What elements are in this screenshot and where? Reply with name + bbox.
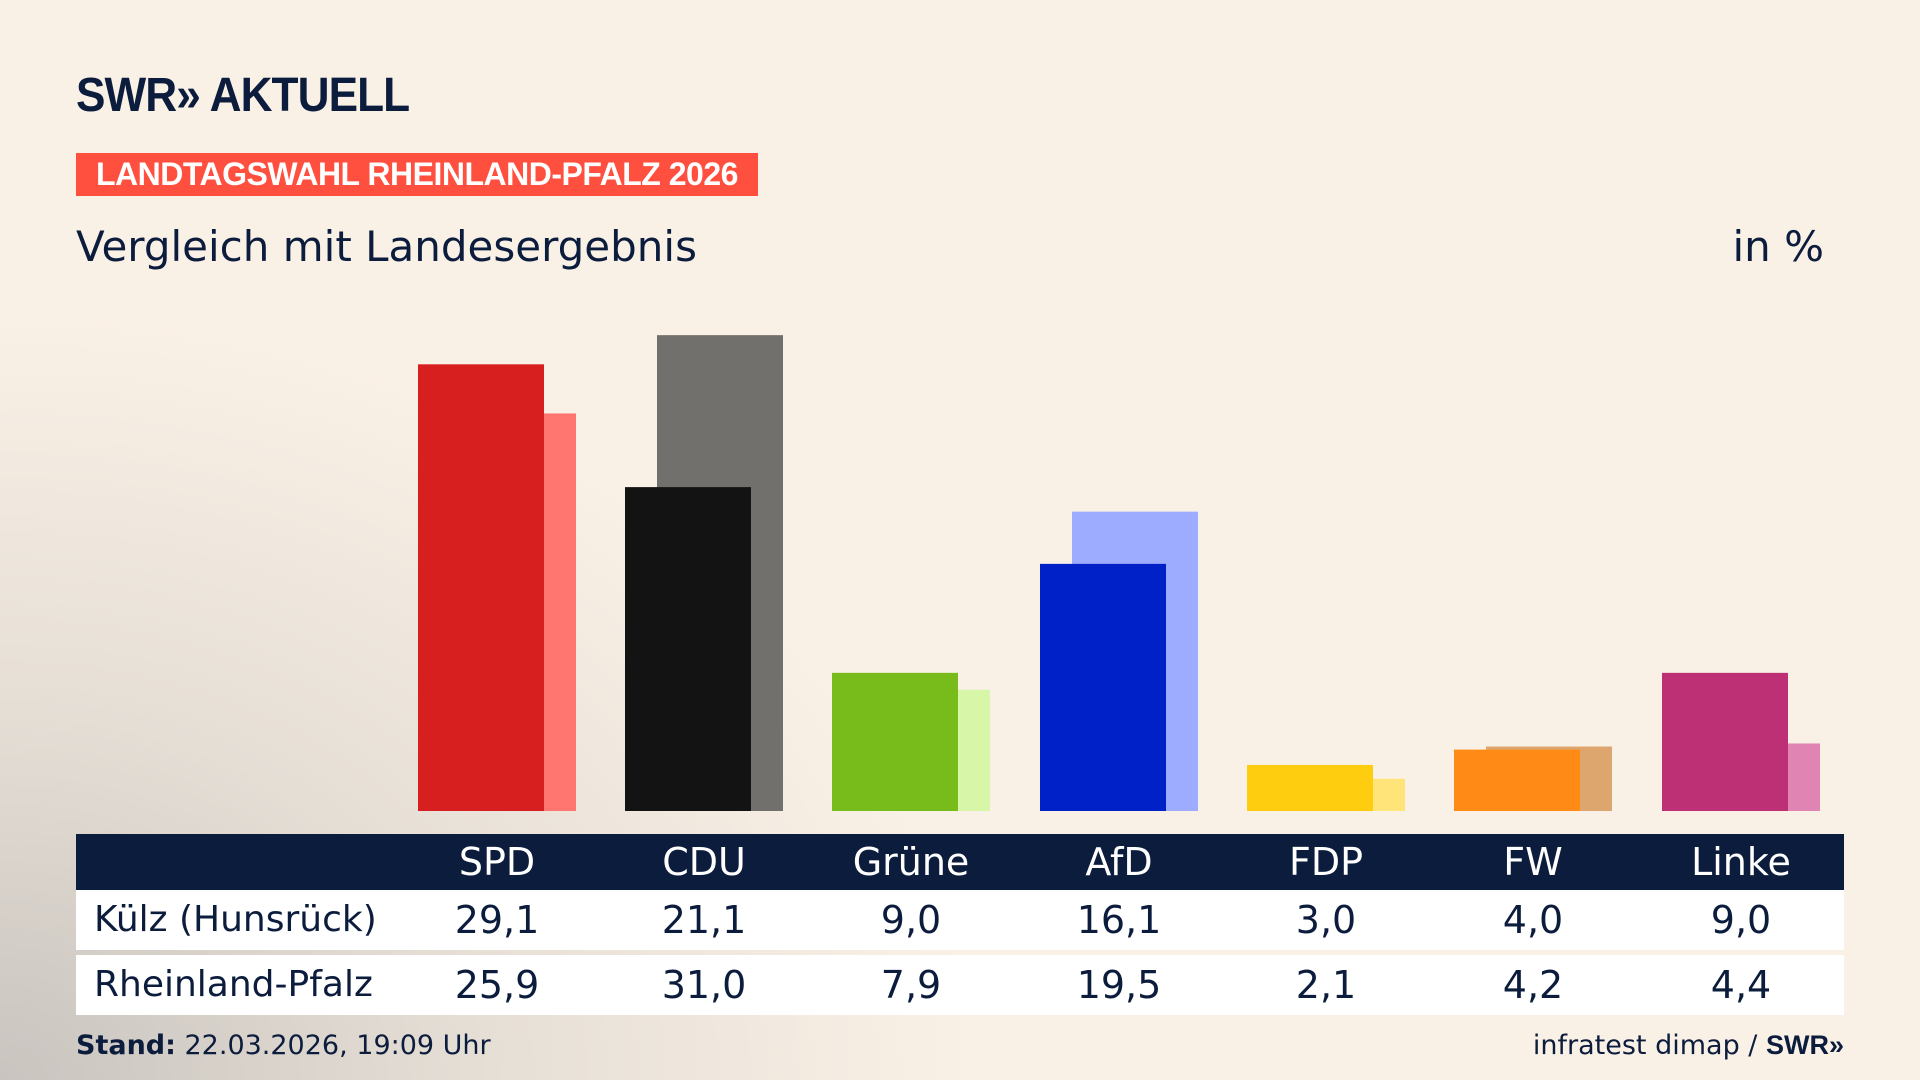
row-label: Külz (Hunsrück) <box>94 899 377 940</box>
column-header: FDP <box>1288 840 1364 884</box>
unit-label: in % <box>1732 222 1824 271</box>
swr-aktuell-logo: SWR» AKTUELL <box>76 69 410 122</box>
table-cell: 4,2 <box>1502 963 1564 1007</box>
column-header: Linke <box>1691 840 1791 884</box>
column-header: SPD <box>458 840 536 884</box>
bar-local-fw <box>1454 749 1580 811</box>
table-cell: 21,1 <box>661 898 747 942</box>
table-cell: 9,0 <box>880 898 942 942</box>
table-row: Külz (Hunsrück) 29,1 21,1 9,0 16,1 3,0 4,0 9,0 <box>76 890 1844 950</box>
election-banner: LANDTAGSWAHL RHEINLAND-PFALZ 2026 <box>76 153 758 196</box>
column-header: CDU <box>662 840 746 884</box>
timestamp: Stand: 22.03.2026, 19:09 Uhr <box>76 1030 491 1061</box>
table-cell: 19,5 <box>1076 963 1162 1007</box>
bar-local-fdp <box>1247 764 1373 811</box>
stand-label: Stand: <box>76 1030 176 1061</box>
table-cell: 9,0 <box>1710 898 1772 942</box>
table-cell: 31,0 <box>661 963 747 1007</box>
chart-subtitle: Vergleich mit Landesergebnis <box>76 222 697 271</box>
column-header: FW <box>1503 840 1563 884</box>
table-cell: 4,4 <box>1710 963 1772 1007</box>
table-cell: 2,1 <box>1295 963 1357 1007</box>
table-cell: 3,0 <box>1295 898 1357 942</box>
table-header: SPD CDU Grüne AfD FDP FW Linke <box>76 834 1844 890</box>
bar-local-cdu <box>625 487 751 811</box>
row-label: Rheinland-Pfalz <box>94 964 373 1005</box>
table-cell: 7,9 <box>880 963 942 1007</box>
table-cell: 29,1 <box>454 898 540 942</box>
source-text: infratest dimap / <box>1532 1030 1766 1061</box>
table-cell: 16,1 <box>1076 898 1162 942</box>
table-cell: 25,9 <box>454 963 540 1007</box>
bar-local-afd <box>1040 563 1166 811</box>
column-header: Grüne <box>852 840 970 884</box>
bar-local-spd <box>418 364 544 811</box>
bar-local-grüne <box>832 672 958 811</box>
table-cell: 4,0 <box>1502 898 1564 942</box>
table-row: Rheinland-Pfalz 25,9 31,0 7,9 19,5 2,1 4,2 4,4 <box>76 955 1844 1015</box>
bar-local-linke <box>1662 672 1788 811</box>
column-header: AfD <box>1085 840 1153 884</box>
source: infratest dimap / SWR» <box>1533 1030 1844 1061</box>
swr-logo: SWR» <box>1765 1030 1844 1060</box>
stand-value: 22.03.2026, 19:09 Uhr <box>175 1030 491 1061</box>
